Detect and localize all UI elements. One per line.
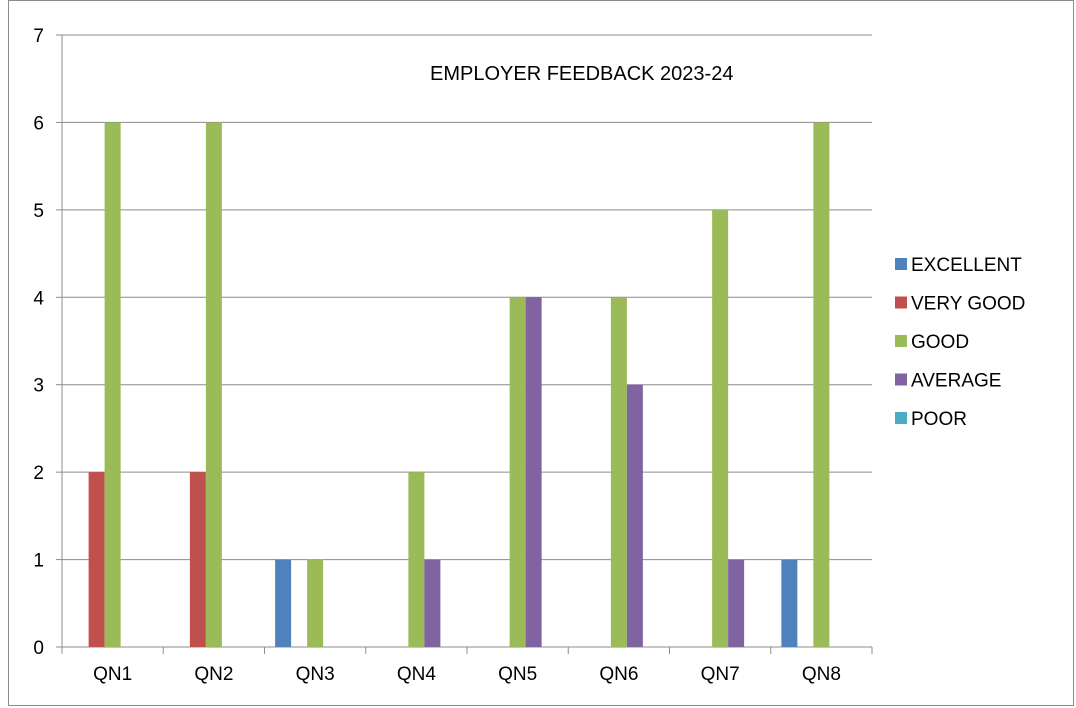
x-tick-label: QN2 — [194, 664, 233, 685]
bar-average — [525, 297, 542, 647]
y-tick-label: 1 — [33, 551, 44, 572]
bar-good — [408, 472, 425, 647]
y-tick-label: 2 — [33, 463, 44, 484]
bar-good — [610, 297, 627, 647]
legend-label: AVERAGE — [911, 371, 1001, 392]
x-tick-label: QN5 — [498, 664, 537, 685]
legend-label: GOOD — [911, 332, 969, 353]
legend-swatch — [895, 296, 907, 309]
bar-good — [104, 122, 121, 647]
bar-average — [424, 559, 441, 647]
bar-average — [728, 559, 745, 647]
chart-title: EMPLOYER FEEDBACK 2023-24 — [430, 63, 733, 85]
legend-label: POOR — [911, 409, 967, 430]
y-tick-label: 0 — [33, 638, 44, 659]
bar-very-good — [189, 472, 206, 647]
legend-label: EXCELLENT — [911, 255, 1022, 276]
bar-excellent — [781, 559, 798, 647]
bar-good — [712, 209, 729, 647]
bar-good — [813, 122, 830, 647]
legend: EXCELLENT VERY GOOD GOOD AVERAGE POOR — [895, 255, 1025, 430]
bars — [88, 122, 830, 647]
axes — [56, 34, 873, 654]
x-tick-label: QN1 — [93, 664, 132, 685]
y-tick-label: 3 — [33, 376, 44, 397]
bar-average — [626, 384, 643, 647]
legend-swatch — [895, 258, 907, 270]
y-tick-label: 4 — [33, 288, 44, 309]
x-tick-label: QN7 — [701, 664, 740, 685]
tick-labels: 0 1 2 3 4 5 6 7 QN1 QN2 QN3 QN4 QN5 QN6 QN7 QN8 — [33, 26, 840, 685]
legend-swatch — [895, 335, 907, 347]
bar-good — [205, 122, 222, 647]
bar-good — [307, 559, 324, 647]
bar-very-good — [88, 472, 105, 647]
x-tick-label: QN4 — [397, 664, 437, 685]
x-tick-label: QN8 — [802, 664, 841, 685]
legend-label: VERY GOOD — [911, 294, 1025, 315]
y-tick-label: 7 — [33, 26, 44, 47]
x-tick-label: QN6 — [599, 664, 638, 685]
legend-swatch — [895, 373, 907, 386]
grid-lines — [62, 34, 872, 561]
bar-excellent — [275, 559, 292, 647]
legend-swatch — [895, 412, 907, 424]
bar-good — [509, 297, 526, 647]
y-tick-label: 6 — [33, 113, 44, 134]
y-tick-label: 5 — [33, 201, 44, 222]
x-tick-label: QN3 — [296, 664, 335, 685]
